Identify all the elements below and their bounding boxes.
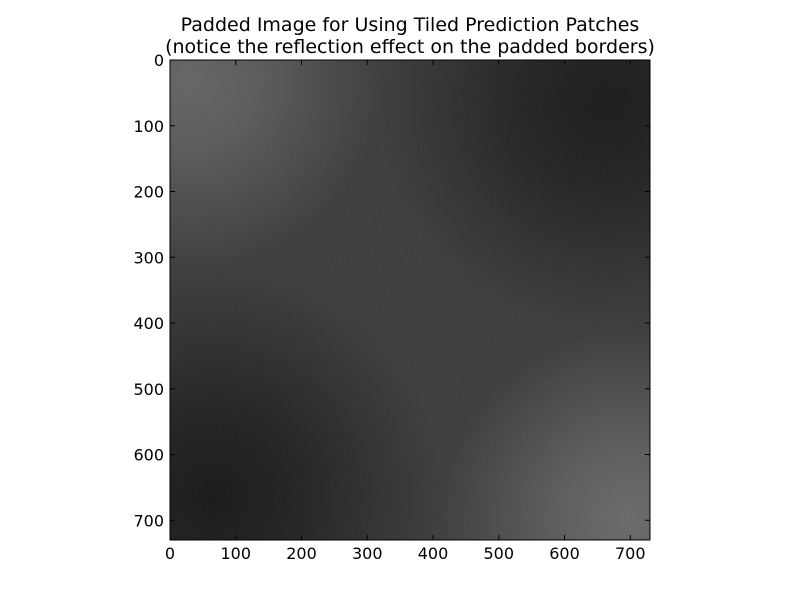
x-axis: 0 100 200 300 400 500 600 700 xyxy=(165,60,646,563)
y-tick-label: 400 xyxy=(133,314,164,333)
y-tick-label: 600 xyxy=(133,446,164,465)
x-tick-label: 100 xyxy=(220,544,251,563)
x-tick-label: 700 xyxy=(615,544,646,563)
y-tick-label: 0 xyxy=(154,51,164,70)
y-axis: 0 100 200 300 400 500 600 700 xyxy=(133,51,650,530)
x-tick-label: 600 xyxy=(549,544,580,563)
x-tick-label: 500 xyxy=(483,544,514,563)
y-tick-label: 100 xyxy=(133,117,164,136)
y-tick-label: 300 xyxy=(133,248,164,267)
y-tick-label: 200 xyxy=(133,183,164,202)
y-tick-label: 500 xyxy=(133,380,164,399)
plot-frame xyxy=(169,59,651,541)
y-tick-label: 700 xyxy=(133,511,164,530)
image-noise xyxy=(170,60,650,540)
x-tick-label: 300 xyxy=(352,544,383,563)
chart-title-line-1: Padded Image for Using Tiled Prediction … xyxy=(181,14,640,36)
chart-title-line-2: (notice the reflection effect on the pad… xyxy=(165,36,655,58)
x-tick-label: 0 xyxy=(165,544,175,563)
x-tick-label: 200 xyxy=(286,544,317,563)
x-tick-label: 400 xyxy=(418,544,449,563)
